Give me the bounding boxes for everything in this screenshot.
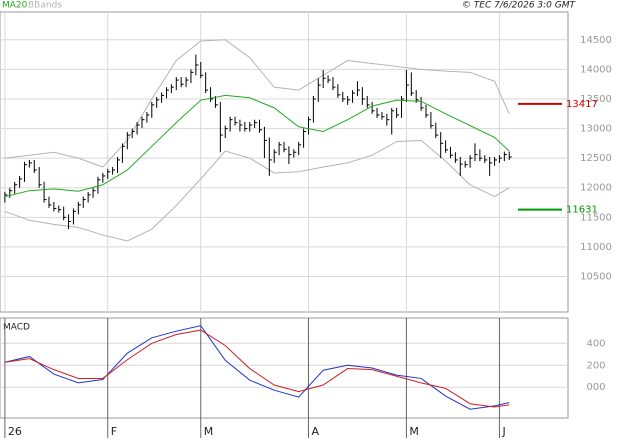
y-tick-label: 12000 bbox=[580, 183, 612, 194]
x-tick-label: M bbox=[204, 425, 214, 438]
y-tick-label: 200 bbox=[586, 360, 605, 371]
macd-line bbox=[4, 329, 510, 408]
price-level-label: 13417 bbox=[566, 99, 598, 110]
bband-upper bbox=[4, 39, 510, 168]
macd-line bbox=[4, 325, 510, 410]
x-tick-label: M bbox=[409, 425, 419, 438]
y-tick-label: 13500 bbox=[580, 94, 612, 105]
y-tick-label: 13000 bbox=[580, 124, 612, 135]
x-tick-label: A bbox=[311, 425, 319, 438]
macd-title: MACD bbox=[3, 323, 30, 333]
y-tick-label: 400 bbox=[586, 338, 605, 349]
bband-lower bbox=[4, 139, 510, 242]
y-tick-label: 14500 bbox=[580, 35, 612, 46]
macd-frame bbox=[0, 317, 569, 419]
legend-ma20: MA20 bbox=[2, 1, 28, 11]
y-tick-label: 11000 bbox=[580, 242, 612, 253]
price-level-label: 11631 bbox=[566, 205, 598, 216]
x-tick-label: 26 bbox=[8, 425, 22, 438]
main-frame bbox=[0, 11, 569, 313]
ma20-line bbox=[4, 94, 510, 198]
attribution: © TEC 7/6/2026 3:0 GMT bbox=[462, 1, 577, 11]
y-tick-label: 12500 bbox=[580, 153, 612, 164]
y-tick-label: 000 bbox=[586, 382, 605, 393]
x-tick-label: J bbox=[501, 425, 505, 438]
y-tick-label: 14000 bbox=[580, 64, 612, 75]
legend-bbands: BBands bbox=[28, 1, 62, 11]
y-tick-label: 10500 bbox=[580, 271, 612, 282]
x-tick-label: F bbox=[111, 425, 117, 438]
y-tick-label: 11500 bbox=[580, 212, 612, 223]
